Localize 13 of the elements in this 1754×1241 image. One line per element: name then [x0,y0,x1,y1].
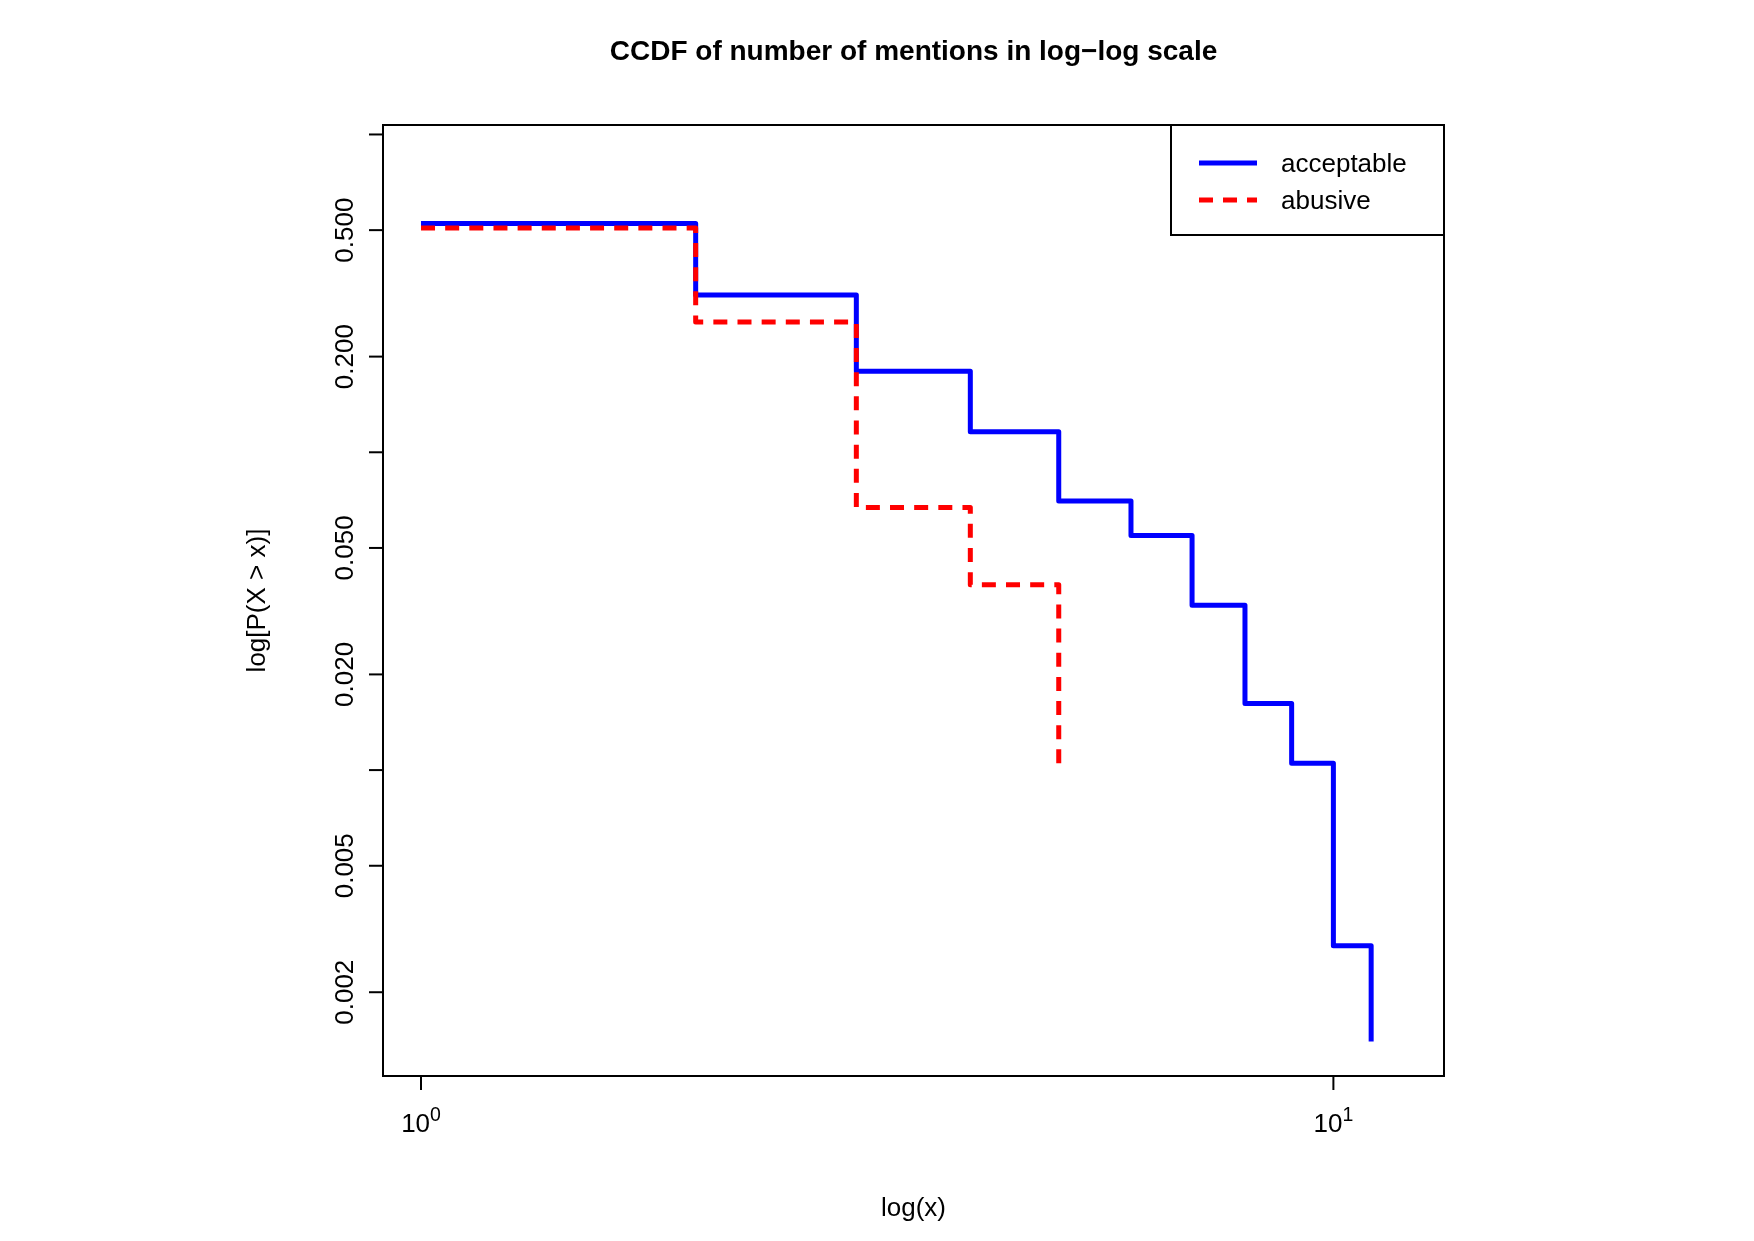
chart-title: CCDF of number of mentions in log−log scale [609,35,1218,66]
x-axis-title: log(x) [880,1192,947,1222]
x-tick-label: 10$^{0}$ [401,1103,442,1138]
legend-label: abusive [1281,185,1371,215]
y-tick-label: 0.020 [329,641,359,707]
x-tick-label: 10$^{1}$ [1313,1103,1354,1138]
y-tick-label: 0.050 [329,515,359,581]
y-tick-label: 0.500 [329,197,359,263]
y-tick-label: 0.002 [329,959,359,1025]
y-tick-label: 0.200 [329,324,359,390]
y-axis-title: log[P(X > x)] [241,528,271,673]
y-tick-label: 0.005 [329,833,359,899]
legend-label: acceptable [1281,148,1407,178]
